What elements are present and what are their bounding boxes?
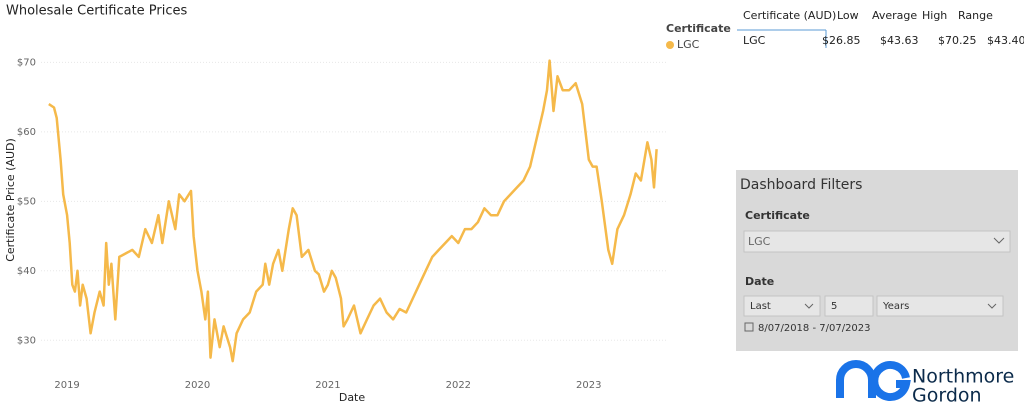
period-count-input[interactable] [824, 295, 874, 317]
x-tick-label: 2021 [315, 380, 340, 391]
y-tick-label: $60 [17, 127, 36, 138]
legend-swatch [666, 41, 674, 49]
x-tick-label: 2023 [576, 380, 601, 391]
table-header: High [922, 9, 947, 22]
dropdown-value: Last [750, 301, 771, 312]
filter-label: Date [745, 275, 774, 288]
logo-mark [836, 360, 876, 398]
dropdown-arrow [987, 303, 997, 309]
y-tick-label: $30 [17, 335, 36, 346]
price-line [48, 59, 658, 363]
x-tick-label: 2020 [185, 380, 210, 391]
y-axis-title: Certificate Price (AUD) [4, 138, 17, 262]
x-tick-label: 2019 [54, 380, 79, 391]
x-tick-label: 2022 [446, 380, 471, 391]
dropdown-value: Years [882, 301, 909, 312]
logo-text: Gordon [912, 385, 982, 407]
table-header: Average [872, 9, 917, 22]
certificate-dropdown[interactable] [743, 230, 1011, 253]
filter-title: Dashboard Filters [740, 177, 862, 193]
dropdown-value: LGC [748, 235, 771, 248]
y-tick-label: $70 [17, 57, 36, 68]
x-axis-title: Date [339, 391, 366, 404]
input-value: 5 [831, 301, 837, 312]
legend-label: LGC [677, 38, 700, 51]
table-cell: $70.25 [938, 34, 977, 47]
dropdown-arrow [804, 303, 814, 309]
y-tick-label: $50 [17, 196, 36, 207]
filter-label: Certificate [745, 209, 810, 222]
table-cell: $26.85 [822, 34, 861, 47]
period-mode-dropdown[interactable] [743, 295, 821, 317]
table-header: Low [837, 9, 859, 22]
logo-mark [870, 361, 911, 401]
logo: Northmore Gordon [836, 360, 1014, 407]
table-cell: LGC [743, 34, 766, 47]
y-tick-label: $40 [17, 266, 36, 277]
logo-text: Northmore [912, 366, 1014, 388]
dropdown-arrow [993, 237, 1005, 244]
table-header: Certificate (AUD) [743, 9, 836, 22]
stats-table: Certificate (AUD) Low Average High Range LGC $… [737, 9, 1024, 48]
legend-title: Certificate [666, 22, 731, 35]
filter-panel [736, 170, 1018, 351]
period-unit-dropdown[interactable] [876, 295, 1004, 317]
calendar-icon [744, 322, 754, 332]
table-cell: $43.40 [987, 34, 1024, 47]
table-cell: $43.63 [880, 34, 919, 47]
date-range: 8/07/2018 - 7/07/2023 [758, 323, 871, 334]
chart-title: Wholesale Certificate Prices [6, 4, 188, 19]
table-header: Range [958, 9, 993, 22]
